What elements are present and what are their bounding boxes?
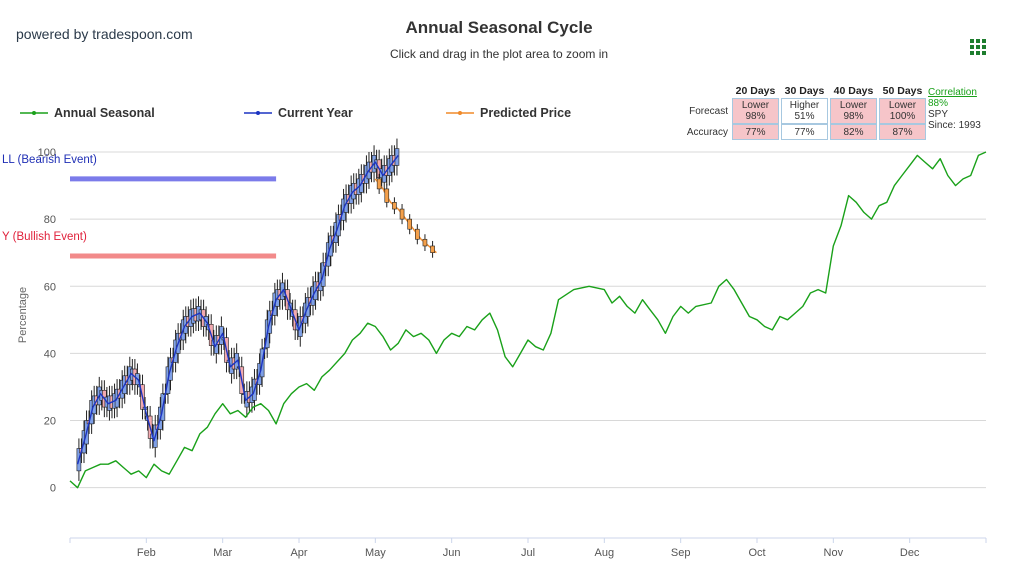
x-tick-label: Dec: [900, 547, 920, 559]
event-level-label: Y (Bullish Event): [2, 231, 87, 243]
candle-body: [399, 208, 405, 220]
legend-item-current-year[interactable]: Current Year: [244, 104, 353, 122]
x-tick-label: Sep: [671, 547, 691, 559]
correlation-since: Since: 1993: [928, 120, 981, 131]
predicted-candle: [415, 224, 420, 245]
legend-item-predicted-price[interactable]: Predicted Price: [446, 104, 571, 122]
forecast-table: 20 Days 30 Days 40 Days 50 Days Forecast…: [680, 84, 928, 140]
chart-title: Annual Seasonal Cycle: [405, 18, 593, 37]
candle-body: [415, 228, 420, 240]
predicted-candle: [399, 204, 405, 225]
legend-label: Annual Seasonal: [54, 106, 155, 120]
predicted-candle: [384, 183, 390, 208]
y-tick-label: 0: [50, 483, 56, 495]
correlation-symbol: SPY: [928, 109, 949, 120]
accuracy-cell: 77%: [781, 124, 828, 140]
series-line-current-year: [76, 154, 399, 465]
x-tick-label: Oct: [748, 547, 765, 559]
x-tick-label: Nov: [824, 547, 844, 559]
predicted-candle: [376, 173, 382, 194]
x-tick-label: Mar: [213, 547, 232, 559]
column-header: 30 Days: [784, 85, 825, 97]
accuracy-cell: 87%: [879, 124, 926, 140]
legend-line-orange-icon: [446, 111, 474, 115]
event-level-label: LL (Bearish Event): [2, 154, 97, 166]
chart-menu-grid-icon[interactable]: [970, 39, 986, 55]
x-tick-label: Apr: [290, 547, 307, 559]
candle-body: [407, 218, 412, 230]
column-header: 20 Days: [735, 85, 776, 97]
candle-body: [392, 202, 397, 210]
legend-label: Predicted Price: [480, 106, 572, 120]
forecast-cell: Lower 100%: [879, 98, 926, 124]
accuracy-cell: 77%: [732, 124, 779, 140]
predicted-candle: [392, 197, 397, 215]
column-header: 40 Days: [833, 85, 874, 97]
x-tick-label: Feb: [137, 547, 156, 559]
forecast-cell: Lower 98%: [830, 98, 877, 124]
candle-body: [384, 188, 390, 203]
accuracy-cell: 82%: [830, 124, 877, 140]
y-axis-title: Percentage: [17, 287, 29, 343]
column-header: 50 Days: [882, 85, 923, 97]
y-tick-label: 80: [44, 214, 56, 226]
accuracy-row-label: Accuracy: [686, 126, 728, 138]
forecast-cell: Higher 51%: [781, 98, 828, 124]
forecast-row-label: Forecast: [689, 105, 728, 117]
x-tick-label: Aug: [595, 547, 615, 559]
legend-line-blue-icon: [244, 111, 272, 115]
predicted-candle: [430, 240, 435, 258]
series-line-annual-seasonal: [69, 151, 987, 489]
legend-line-green-icon: [20, 111, 48, 115]
y-tick-label: 40: [44, 348, 56, 360]
x-tick-label: Jun: [443, 547, 461, 559]
correlation-link[interactable]: Correlation: [928, 87, 977, 98]
predicted-candle: [407, 214, 412, 235]
legend-label: Current Year: [278, 106, 353, 120]
x-tick-label: May: [365, 547, 386, 559]
correlation-box: Correlation 88% SPY Since: 1993: [928, 87, 981, 131]
candle-body: [430, 245, 435, 253]
candle-body: [422, 238, 428, 247]
legend-item-annual-seasonal[interactable]: Annual Seasonal: [20, 104, 155, 122]
brand-credit: powered by tradespoon.com: [16, 26, 193, 42]
y-tick-label: 60: [44, 281, 56, 293]
chart-subtitle: Click and drag in the plot area to zoom …: [389, 47, 609, 61]
forecast-cell: Lower 98%: [732, 98, 779, 124]
y-tick-label: 20: [44, 416, 56, 428]
predicted-candle: [422, 234, 428, 252]
x-tick-label: Jul: [521, 547, 535, 559]
correlation-value: 88%: [928, 98, 949, 109]
y-tick-label: 100: [38, 147, 56, 159]
candle-body: [376, 178, 382, 190]
